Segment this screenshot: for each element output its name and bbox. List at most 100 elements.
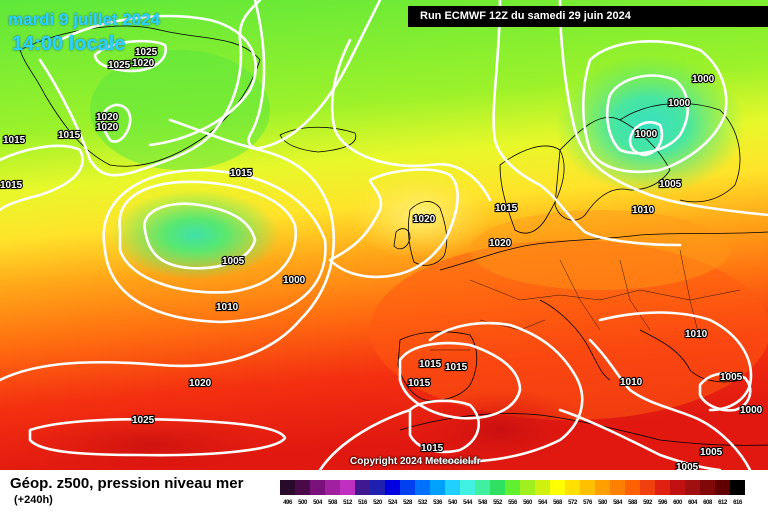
scale-swatch — [370, 480, 385, 495]
isobar-label: 1015 — [419, 359, 442, 370]
isobar-label: 1015 — [421, 443, 444, 454]
isobar-1015-scandinavia — [492, 0, 682, 247]
isobar-1020-south — [318, 408, 412, 470]
scale-swatch — [580, 480, 595, 495]
isobar-label: 1010 — [632, 205, 655, 216]
britain-coast — [407, 201, 448, 266]
isobar-label: 1015 — [0, 180, 23, 191]
scale-swatch — [640, 480, 655, 495]
map-canvas: 1025 1020 1025 1020 1020 1015 1015 1015 … — [0, 0, 768, 470]
scale-swatch — [535, 480, 550, 495]
norway-coast — [499, 145, 565, 234]
scale-swatch — [430, 480, 445, 495]
isobar-1010-scandinavia — [558, 0, 768, 217]
ireland-coast — [393, 228, 411, 250]
scale-swatch — [595, 480, 610, 495]
scale-swatch — [385, 480, 400, 495]
scale-label: 604 — [688, 500, 697, 506]
isobar-1000-scandinavia — [606, 74, 690, 155]
heat-core-atlantic — [10, 410, 290, 470]
scale-label: 512 — [343, 500, 352, 506]
scale-label: 592 — [643, 500, 652, 506]
scale-label: 572 — [568, 500, 577, 506]
scale-label: 556 — [508, 500, 517, 506]
isobar-1020-greenland — [101, 103, 132, 143]
scale-swatch — [325, 480, 340, 495]
scale-swatch — [715, 480, 730, 495]
scale-swatch — [475, 480, 490, 495]
scale-label: 600 — [673, 500, 682, 506]
isobar-labels: 1025 1020 1025 1020 1020 1015 1015 1015 … — [0, 46, 764, 470]
isobar-label: 1010 — [620, 377, 643, 388]
isobar-1015-northsea — [330, 38, 492, 202]
balkans-coast — [639, 329, 741, 383]
isobar-label: 1000 — [635, 129, 658, 140]
scale-swatch — [610, 480, 625, 495]
scale-label: 520 — [373, 500, 382, 506]
scale-swatch — [295, 480, 310, 495]
scale-swatch — [460, 480, 475, 495]
isobar-1010-low — [118, 180, 298, 294]
isobar-label: 1015 — [408, 378, 431, 389]
scale-swatch — [520, 480, 535, 495]
isobar-label: 1000 — [283, 275, 306, 286]
isobars — [0, 0, 768, 470]
scale-swatch — [655, 480, 670, 495]
scale-swatch — [400, 480, 415, 495]
isobar-1015-spain-low — [398, 341, 522, 420]
warm-area-east — [370, 240, 768, 420]
isobar-1015-low — [102, 168, 327, 324]
isobar-label: 1005 — [700, 447, 723, 458]
isobar-label: 1025 — [132, 415, 155, 426]
scale-label: 516 — [358, 500, 367, 506]
low-scandinavia — [555, 55, 745, 195]
isobar-label: 1005 — [676, 462, 699, 470]
isobar-1000-inner — [628, 120, 664, 157]
scale-swatch — [340, 480, 355, 495]
legend-footer: Géop. z500, pression niveau mer (+240h) … — [0, 470, 768, 512]
scale-label: 564 — [538, 500, 547, 506]
isobar-label: 1020 — [96, 112, 119, 123]
isobar-1015-africa — [408, 399, 480, 454]
isobar-label: 1020 — [132, 58, 155, 69]
sweden-coast — [554, 117, 671, 221]
scale-swatch — [670, 480, 685, 495]
scale-label: 536 — [433, 500, 442, 506]
isobar-1005-med — [558, 408, 722, 470]
scale-swatch — [685, 480, 700, 495]
isobar-label: 1005 — [720, 372, 743, 383]
scale-swatch — [355, 480, 370, 495]
isobar-label: 1015 — [58, 130, 81, 141]
isobar-label: 1010 — [216, 302, 239, 313]
scale-label: 576 — [583, 500, 592, 506]
isobar-1010-italy — [588, 338, 752, 470]
scale-swatch — [445, 480, 460, 495]
scale-label: 596 — [658, 500, 667, 506]
isobar-1020-atlantic — [0, 118, 336, 382]
color-scale-labels: 496 500 504 508 512 516 520 524 528 532 536 540 544 5… — [280, 500, 745, 506]
scale-label: 584 — [613, 500, 622, 506]
scale-label: 580 — [598, 500, 607, 506]
scale-label: 616 — [733, 500, 742, 506]
isobar-label: 1015 — [230, 168, 253, 179]
isobar-label: 1000 — [740, 405, 763, 416]
run-info: Run ECMWF 12Z du samedi 29 juin 2024 — [408, 6, 768, 27]
copyright: Copyright 2024 Meteociel.fr — [350, 456, 481, 467]
isobar-1025-greenland — [93, 39, 168, 73]
scale-swatch — [700, 480, 715, 495]
isobar-label: 1010 — [685, 329, 708, 340]
scale-label: 548 — [478, 500, 487, 506]
scale-label: 532 — [418, 500, 427, 506]
scale-swatch — [625, 480, 640, 495]
italy-coast — [539, 299, 611, 381]
isobar-label: 1015 — [3, 135, 26, 146]
scale-swatch — [550, 480, 565, 495]
isobar-label: 1000 — [692, 74, 715, 85]
legend-title: Géop. z500, pression niveau mer — [10, 475, 244, 492]
isobar-label: 1020 — [96, 122, 119, 133]
finland-coast — [619, 103, 741, 203]
isobar-label: 1015 — [495, 203, 518, 214]
isobar-1015-iceland — [247, 0, 382, 150]
scale-label: 544 — [463, 500, 472, 506]
scale-label: 608 — [703, 500, 712, 506]
